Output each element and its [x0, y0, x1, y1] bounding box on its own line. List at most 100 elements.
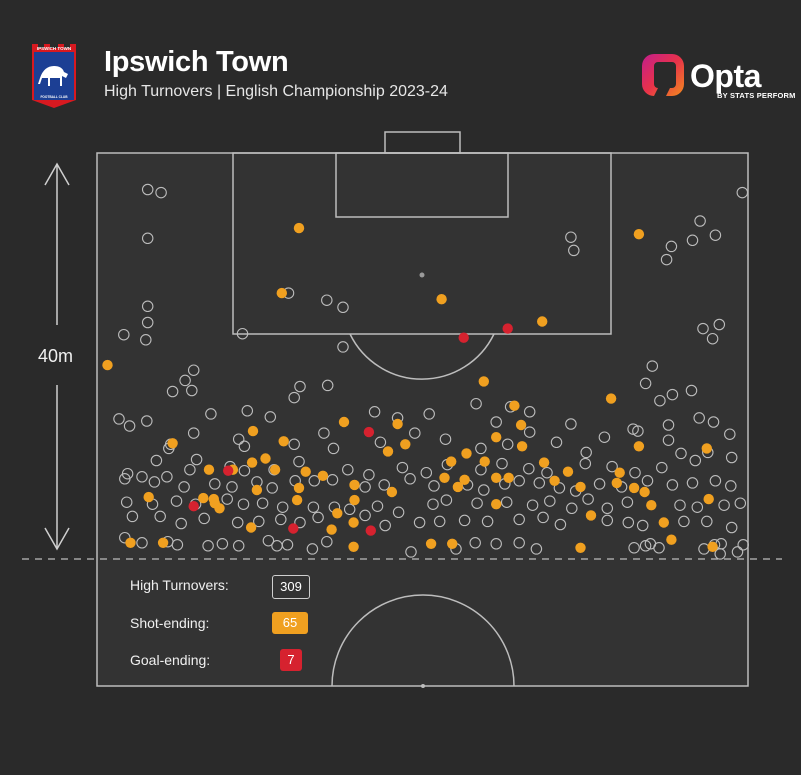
- turnover-point: [327, 442, 340, 455]
- turnover-point: [205, 408, 217, 420]
- turnover-point: [359, 509, 371, 522]
- turnover-point: [318, 427, 330, 439]
- shot-ending-point: [260, 453, 271, 464]
- turnover-point: [281, 539, 294, 551]
- turnover-point: [184, 463, 196, 476]
- turnover-point: [378, 479, 390, 491]
- shot-ending-point: [348, 541, 359, 552]
- shot-ending-point: [278, 436, 289, 447]
- shot-ending-point: [516, 441, 528, 452]
- turnover-point: [737, 539, 749, 551]
- goal-ending-point: [288, 523, 299, 534]
- shot-ending-point: [291, 494, 303, 506]
- turnover-point: [221, 493, 233, 505]
- turnover-point: [593, 478, 606, 490]
- turnover-point: [622, 516, 635, 529]
- opta-logo-icon: [642, 54, 684, 96]
- turnover-point: [568, 244, 580, 257]
- turnover-point: [337, 341, 349, 353]
- turnover-point: [405, 546, 417, 558]
- shot-ending-point: [143, 491, 154, 503]
- distance-arrow: [44, 162, 70, 551]
- shot-ending-point: [276, 287, 287, 299]
- turnover-point: [691, 501, 704, 513]
- penalty-arc: [349, 333, 495, 380]
- turnover-point: [262, 534, 275, 547]
- shot-ending-point: [251, 484, 263, 496]
- turnover-point: [697, 322, 709, 335]
- turnover-point: [734, 497, 747, 509]
- turnover-point: [678, 515, 690, 528]
- crest-bottom-text: FOOTBALL CLUB: [40, 95, 68, 99]
- turnover-point: [707, 416, 720, 428]
- turnover-point: [523, 426, 536, 438]
- turnover-point: [641, 475, 654, 487]
- centre-circle: [331, 594, 515, 687]
- turnover-point: [666, 388, 679, 401]
- turnover-point: [326, 474, 339, 486]
- turnover-point: [701, 515, 713, 528]
- shot-ending-point: [338, 416, 350, 428]
- turnover-point: [458, 514, 471, 527]
- shot-ending-point: [332, 508, 343, 519]
- turnover-point: [709, 229, 722, 241]
- turnover-point: [471, 497, 483, 509]
- shot-ending-point: [585, 510, 597, 521]
- goal-ending-point: [223, 465, 234, 476]
- shot-ending-point: [125, 537, 136, 548]
- goal-ending-point: [502, 323, 513, 334]
- turnover-point: [601, 502, 614, 515]
- turnover-point: [321, 294, 333, 306]
- turnover-point: [294, 380, 306, 393]
- turnover-point: [646, 360, 659, 372]
- shot-ending-point: [491, 472, 502, 483]
- turnover-point: [379, 519, 391, 532]
- crest-top-text: IPSWICH TOWN: [37, 46, 71, 51]
- turnover-point: [155, 186, 167, 199]
- turnover-point: [120, 496, 133, 508]
- turnover-point: [136, 471, 148, 483]
- shot-ending-point: [167, 438, 178, 449]
- turnover-point: [496, 457, 508, 470]
- turnover-point: [621, 496, 634, 508]
- legend-value-goal-ending: 7: [280, 649, 302, 671]
- shot-ending-point: [491, 432, 502, 443]
- turnover-point: [288, 391, 300, 404]
- turnover-point: [490, 538, 502, 550]
- turnover-point: [113, 413, 125, 425]
- shot-ending-point: [382, 446, 394, 457]
- turnover-point: [632, 425, 644, 437]
- turnover-point: [141, 316, 154, 329]
- shot-ending-point: [491, 499, 502, 510]
- goal-ending-point: [458, 332, 469, 343]
- shot-ending-point: [639, 486, 650, 498]
- turnover-point: [565, 231, 577, 243]
- legend-value-shot-ending: 65: [272, 612, 308, 634]
- turnover-point: [526, 499, 539, 511]
- turnover-point: [123, 420, 136, 432]
- shot-ending-point: [611, 477, 622, 489]
- turnover-point: [713, 318, 726, 331]
- penalty-spot: [419, 272, 425, 278]
- turnover-point: [541, 466, 553, 479]
- turnover-point: [119, 473, 131, 485]
- shot-ending-point: [614, 467, 625, 478]
- chart-title: Ipswich Town: [104, 46, 289, 78]
- turnover-point: [580, 446, 592, 459]
- turnover-point: [392, 506, 405, 519]
- shot-ending-point: [157, 537, 169, 548]
- turnover-point: [363, 469, 375, 481]
- shot-ending-point: [425, 538, 437, 549]
- turnover-point: [306, 543, 319, 555]
- shot-ending-point: [479, 456, 490, 467]
- turnover-point: [140, 334, 152, 346]
- turnover-point: [439, 433, 452, 445]
- turnover-point: [232, 433, 245, 445]
- turnover-point: [544, 495, 556, 507]
- turnover-point: [187, 427, 200, 439]
- turnover-point: [337, 301, 349, 314]
- turnover-point: [232, 540, 245, 552]
- shot-ending-point: [293, 482, 305, 494]
- turnover-point: [264, 411, 277, 423]
- turnover-point: [685, 384, 698, 397]
